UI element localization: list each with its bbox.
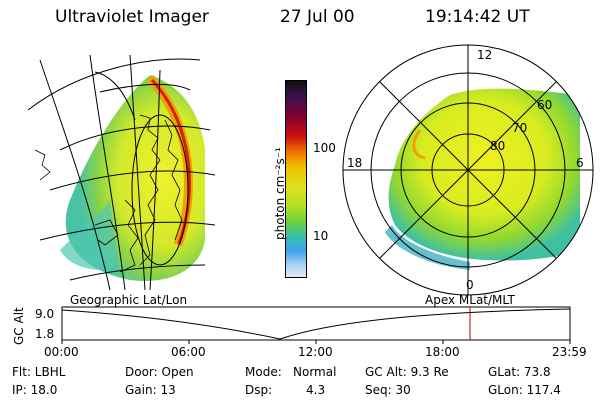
alt-xtick-1200: 12:00 bbox=[298, 345, 333, 359]
mode-label: Mode: bbox=[245, 365, 282, 379]
colorbar bbox=[285, 80, 307, 278]
alt-ytick-9: 9.0 bbox=[35, 307, 55, 321]
lat-label-70: 70 bbox=[512, 121, 528, 135]
polar-aurora-arc bbox=[412, 129, 426, 160]
dsp-label: Dsp: bbox=[245, 383, 273, 397]
geo-grid bbox=[28, 54, 216, 290]
altitude-x-ticks bbox=[61, 340, 571, 344]
dsp-value: 4.3 bbox=[306, 383, 326, 397]
alt-xtick-1800: 18:00 bbox=[425, 345, 460, 359]
lat-label-80: 80 bbox=[490, 139, 506, 153]
mlt-label-12: 12 bbox=[477, 48, 493, 62]
lat-label-60: 60 bbox=[537, 98, 553, 112]
door-info: Door: Open bbox=[125, 365, 194, 379]
glon-info: GLon: 117.4 bbox=[488, 383, 561, 397]
polar-aurora bbox=[388, 88, 580, 261]
colorbar-tick-10: 10 bbox=[313, 229, 329, 243]
polar-grid bbox=[342, 44, 594, 296]
glat-info: GLat: 73.8 bbox=[488, 365, 551, 379]
ip-info: IP: 18.0 bbox=[12, 383, 58, 397]
mode-value: Normal bbox=[293, 365, 337, 379]
altitude-curve bbox=[61, 308, 571, 340]
alt-xtick-0600: 06:00 bbox=[171, 345, 206, 359]
alt-xtick-0000: 00:00 bbox=[44, 345, 79, 359]
seq-info: Seq: 30 bbox=[365, 383, 411, 397]
polar-panel-label: Apex MLat/MLT bbox=[425, 293, 515, 307]
gc-alt-info: GC Alt: 9.3 Re bbox=[365, 365, 449, 379]
polar-aurora-edge bbox=[385, 225, 470, 270]
mlt-label-18: 18 bbox=[347, 156, 363, 170]
alt-ytick-1-8: 1.8 bbox=[35, 327, 55, 341]
filter-info: Flt: LBHL bbox=[12, 365, 66, 379]
altitude-plot-frame bbox=[61, 306, 571, 341]
colorbar-tick-100: 100 bbox=[313, 141, 336, 155]
mlt-label-0: 0 bbox=[466, 278, 474, 292]
mlt-label-6: 6 bbox=[576, 156, 584, 170]
observation-time: 19:14:42 UT bbox=[425, 7, 530, 27]
observation-date: 27 Jul 00 bbox=[280, 7, 355, 27]
aurora-glow-tail bbox=[60, 200, 120, 271]
gain-info: Gain: 13 bbox=[125, 383, 176, 397]
geo-panel-label: Geographic Lat/Lon bbox=[70, 293, 188, 307]
alt-xtick-2359: 23:59 bbox=[552, 345, 587, 359]
instrument-title: Ultraviolet Imager bbox=[55, 7, 209, 27]
coastlines bbox=[34, 114, 183, 273]
